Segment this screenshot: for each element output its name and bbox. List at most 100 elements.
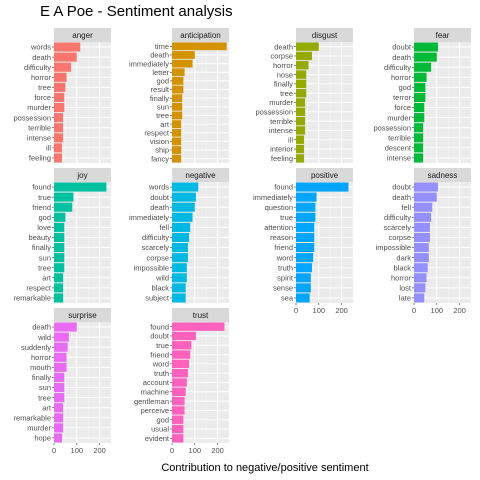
- bar-joy-beauty: [54, 232, 65, 242]
- bar-surprise-murder: [54, 423, 64, 433]
- bar-negative-immediately: [172, 212, 193, 222]
- x-tick-label: 100: [189, 446, 202, 455]
- category-label: horror: [391, 73, 412, 82]
- category-label: force: [34, 93, 51, 102]
- category-label: sun: [39, 383, 51, 392]
- category-label: late: [399, 294, 411, 303]
- bar-anger-ill: [54, 143, 62, 153]
- bar-sadness-difficulty: [414, 212, 432, 222]
- bar-disgust-tree: [296, 89, 307, 98]
- facet-strip: [172, 308, 229, 322]
- bar-negative-subject: [172, 293, 186, 303]
- bar-fear-terror: [414, 92, 426, 102]
- category-label: lost: [399, 284, 412, 293]
- facet-strip-label: fear: [436, 31, 450, 40]
- bar-anger-words: [54, 42, 81, 52]
- bar-trust-doubt: [172, 331, 196, 341]
- category-label: possession: [255, 108, 293, 117]
- category-label: ship: [155, 146, 169, 155]
- category-label: feeling: [271, 154, 293, 163]
- facet-anger: anger wordsdeathdifficultyhorrortreeforce…: [13, 28, 112, 163]
- facet-strip-label: anger: [72, 31, 93, 40]
- category-label: impossible: [376, 243, 411, 252]
- panel-background: [172, 182, 229, 303]
- category-label: immediately: [129, 59, 169, 68]
- bar-anticipation-immediately: [172, 59, 193, 68]
- category-label: word: [152, 360, 169, 369]
- bar-fear-horror: [414, 72, 427, 82]
- category-label: subject: [145, 294, 170, 303]
- x-tick-label: 100: [71, 446, 84, 455]
- bar-fear-terrible: [414, 133, 424, 143]
- category-label: doubt: [150, 332, 170, 341]
- category-label: love: [37, 223, 51, 232]
- bar-sadness-fell: [414, 202, 433, 212]
- facet-strip-label: trust: [193, 311, 209, 320]
- category-label: finally: [32, 373, 51, 382]
- category-label: finally: [274, 80, 293, 89]
- bar-joy-sun: [54, 253, 65, 263]
- category-label: suddenly: [21, 343, 51, 352]
- category-label: respect: [144, 128, 170, 137]
- category-label: possession: [373, 123, 411, 132]
- facet-strip: [172, 28, 229, 42]
- bar-positive-word: [296, 253, 314, 263]
- bar-positive-truth: [296, 263, 312, 273]
- category-label: finally: [32, 243, 51, 252]
- bar-anticipation-ship: [172, 146, 182, 154]
- facet-strip-label: disgust: [312, 31, 338, 40]
- category-label: terrible: [28, 123, 51, 132]
- category-label: immediately: [253, 193, 293, 202]
- category-label: terrible: [270, 117, 293, 126]
- category-label: murder: [387, 113, 411, 122]
- category-label: art: [42, 273, 52, 282]
- bar-sadness-horror: [414, 273, 427, 283]
- category-label: tree: [156, 111, 169, 120]
- bar-fear-doubt: [414, 42, 438, 52]
- bar-trust-perceive: [172, 406, 185, 415]
- bar-anticipation-god: [172, 77, 184, 85]
- bar-negative-black: [172, 283, 186, 293]
- category-label: death: [274, 42, 293, 51]
- panel-background: [54, 42, 111, 163]
- category-label: wild: [155, 273, 169, 282]
- bar-joy-love: [54, 222, 65, 232]
- bar-disgust-feeling: [296, 154, 304, 163]
- bar-disgust-ill: [296, 135, 304, 144]
- category-label: true: [280, 213, 293, 222]
- category-label: perceive: [141, 406, 169, 415]
- bar-joy-remarkable: [54, 293, 64, 303]
- bar-disgust-nose: [296, 70, 307, 79]
- facet-trust: trust founddoubttruefriendwordtruthaccoun…: [134, 308, 230, 455]
- category-label: doubt: [392, 43, 412, 52]
- bar-positive-attention: [296, 222, 315, 232]
- panel-background: [54, 322, 111, 443]
- bar-positive-found: [296, 182, 349, 192]
- panel-background: [414, 182, 471, 303]
- bar-surprise-tree: [54, 393, 65, 403]
- x-tick-label: 200: [93, 446, 106, 455]
- category-label: descent: [385, 144, 412, 153]
- bar-trust-found: [172, 322, 225, 331]
- category-label: gentleman: [134, 397, 169, 406]
- category-label: tree: [38, 263, 51, 272]
- category-label: god: [398, 83, 411, 92]
- category-label: letter: [152, 68, 169, 77]
- bar-positive-true: [296, 212, 316, 222]
- facet-strip: [54, 308, 111, 322]
- bar-fear-descent: [414, 143, 424, 153]
- bar-sadness-late: [414, 293, 425, 303]
- x-tick-label: 0: [170, 446, 174, 455]
- x-tick-label: 100: [431, 306, 444, 315]
- facet-strip-label: positive: [311, 171, 339, 180]
- category-label: doubt: [150, 193, 170, 202]
- category-label: terrible: [388, 133, 411, 142]
- bar-sadness-death: [414, 192, 437, 202]
- bar-positive-sense: [296, 283, 311, 293]
- facet-surprise: surprise deathwildsuddenlyhorrormouthfina…: [13, 308, 112, 455]
- category-label: corpse: [270, 52, 293, 61]
- category-label: doubt: [392, 183, 412, 192]
- bar-positive-question: [296, 202, 316, 212]
- bar-negative-wild: [172, 273, 187, 283]
- bar-anger-murder: [54, 103, 65, 113]
